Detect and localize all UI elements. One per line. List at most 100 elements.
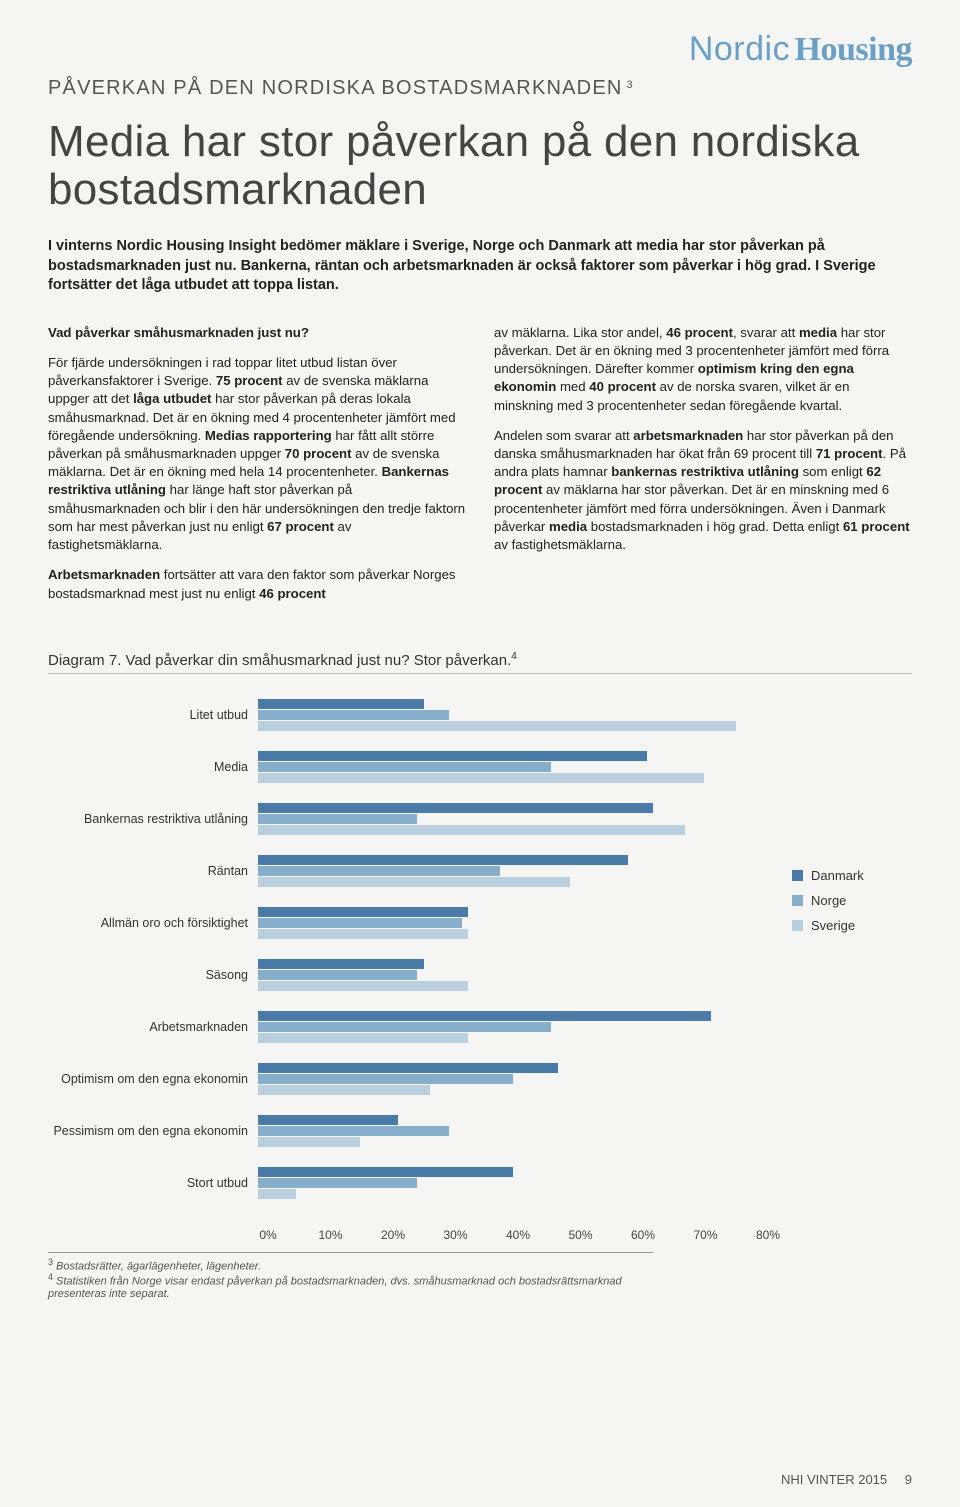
lede-text: I vinterns Nordic Housing Insight bedöme… <box>48 238 876 293</box>
axis-tick-label: 40% <box>506 1228 530 1242</box>
axis-tick-label: 80% <box>756 1228 780 1242</box>
chart-row: Allmän oro och försiktighet <box>48 906 768 940</box>
chart-row: Stort utbud <box>48 1166 768 1200</box>
chart-category-label: Optimism om den egna ekonomin <box>48 1072 258 1086</box>
chart-bar <box>258 918 462 928</box>
brand-word-1: Nordic <box>689 30 790 68</box>
chart-title-text: Diagram 7. Vad påverkar din småhusmarkna… <box>48 652 511 669</box>
axis-tick-label: 20% <box>381 1228 405 1242</box>
lede-paragraph: I vinterns Nordic Housing Insight bedöme… <box>48 237 912 296</box>
chart-bar-group <box>258 906 768 940</box>
legend-label: Sverige <box>811 918 855 933</box>
chart-row: Räntan <box>48 854 768 888</box>
footer-page-number: 9 <box>905 1472 912 1487</box>
brand-header: Nordic Housing <box>48 30 912 69</box>
chart-bar <box>258 814 417 824</box>
legend-label: Norge <box>811 893 846 908</box>
legend-item: Norge <box>792 893 912 908</box>
legend-swatch <box>792 895 803 906</box>
axis-tick-label: 60% <box>631 1228 655 1242</box>
chart-category-label: Pessimism om den egna ekonomin <box>48 1124 258 1138</box>
legend-swatch <box>792 920 803 931</box>
chart-bar <box>258 981 468 991</box>
axis-tick-label: 70% <box>693 1228 717 1242</box>
chart-title-footnote-ref: 4 <box>511 651 517 662</box>
brand-word-2: Housing <box>795 31 912 68</box>
body-paragraph: av mäklarna. Lika stor andel, 46 procent… <box>494 324 912 415</box>
chart-bar <box>258 721 736 731</box>
body-paragraph: Arbetsmarknaden fortsätter att vara den … <box>48 566 466 602</box>
footer-issue: NHI VINTER 2015 <box>781 1472 887 1487</box>
column-right: av mäklarna. Lika stor andel, 46 procent… <box>494 324 912 615</box>
chart-bar <box>258 803 653 813</box>
chart-bar <box>258 1033 468 1043</box>
axis-tick-label: 10% <box>318 1228 342 1242</box>
chart-bar <box>258 825 685 835</box>
chart-bar <box>258 1063 558 1073</box>
chart-bar <box>258 970 417 980</box>
chart-category-label: Räntan <box>48 864 258 878</box>
chart-bar <box>258 1189 296 1199</box>
chart-bar-group <box>258 1062 768 1096</box>
page-footer: NHI VINTER 2015 9 <box>781 1472 912 1487</box>
chart-legend: Danmark Norge Sverige <box>792 868 912 943</box>
legend-item: Danmark <box>792 868 912 883</box>
chart-category-label: Säsong <box>48 968 258 982</box>
chart-row: Litet utbud <box>48 698 768 732</box>
body-columns: Vad påverkar småhusmarknaden just nu? För… <box>48 324 912 615</box>
chart-row: Bankernas restriktiva utlåning <box>48 802 768 836</box>
chart-wrap: Litet utbud Media Bankernas restriktiva ut… <box>48 698 912 1218</box>
chart-category-label: Allmän oro och försiktighet <box>48 916 258 930</box>
footnote: 4Statistiken från Norge visar endast påv… <box>48 1272 653 1300</box>
chart-bar-group <box>258 854 768 888</box>
chart-bar <box>258 1115 398 1125</box>
chart-row: Arbetsmarknaden <box>48 1010 768 1044</box>
body-paragraph: För fjärde undersökningen i rad toppar l… <box>48 354 466 554</box>
legend-label: Danmark <box>811 868 864 883</box>
chart-row: Optimism om den egna ekonomin <box>48 1062 768 1096</box>
chart-bar-group <box>258 802 768 836</box>
chart-bar <box>258 699 424 709</box>
chart-rule <box>48 673 912 674</box>
legend-swatch <box>792 870 803 881</box>
chart-bar <box>258 1167 513 1177</box>
chart-row: Säsong <box>48 958 768 992</box>
chart-category-label: Litet utbud <box>48 708 258 722</box>
body-paragraph: Vad påverkar småhusmarknaden just nu? <box>48 324 466 342</box>
chart-bar <box>258 751 647 761</box>
chart-bar-group <box>258 1010 768 1044</box>
legend-item: Sverige <box>792 918 912 933</box>
chart-bar <box>258 1126 449 1136</box>
chart-bar <box>258 855 628 865</box>
column-left: Vad påverkar småhusmarknaden just nu? För… <box>48 324 466 615</box>
chart-title: Diagram 7. Vad påverkar din småhusmarkna… <box>48 651 912 669</box>
body-paragraph: Andelen som svarar att arbetsmarknaden h… <box>494 427 912 555</box>
chart-bar <box>258 929 468 939</box>
chart-category-label: Bankernas restriktiva utlåning <box>48 812 258 826</box>
axis-tick-label: 30% <box>443 1228 467 1242</box>
chart-bar <box>258 1137 360 1147</box>
chart-bar-group <box>258 958 768 992</box>
eyebrow-row: PÅVERKAN PÅ DEN NORDISKA BOSTADSMARKNADE… <box>48 77 912 100</box>
page-headline: Media har stor påverkan på den nordiska … <box>48 118 912 213</box>
chart-category-label: Media <box>48 760 258 774</box>
chart-bar <box>258 762 551 772</box>
chart-category-label: Stort utbud <box>48 1176 258 1190</box>
eyebrow-text: PÅVERKAN PÅ DEN NORDISKA BOSTADSMARKNADE… <box>48 77 623 100</box>
chart-bar <box>258 1022 551 1032</box>
chart-bar <box>258 1178 417 1188</box>
chart-bar <box>258 1085 430 1095</box>
chart-bar <box>258 1074 513 1084</box>
chart-bar <box>258 907 468 917</box>
chart-bar <box>258 959 424 969</box>
chart-bar-group <box>258 1114 768 1148</box>
chart-bar <box>258 866 500 876</box>
chart-bars-area: Litet utbud Media Bankernas restriktiva ut… <box>48 698 768 1218</box>
footnote: 3Bostadsrätter, ägarlägenheter, lägenhet… <box>48 1257 653 1273</box>
chart-row: Media <box>48 750 768 784</box>
chart-bar <box>258 710 449 720</box>
chart-bar-group <box>258 750 768 784</box>
footnotes: 3Bostadsrätter, ägarlägenheter, lägenhet… <box>48 1252 653 1300</box>
chart-row: Pessimism om den egna ekonomin <box>48 1114 768 1148</box>
chart-category-label: Arbetsmarknaden <box>48 1020 258 1034</box>
